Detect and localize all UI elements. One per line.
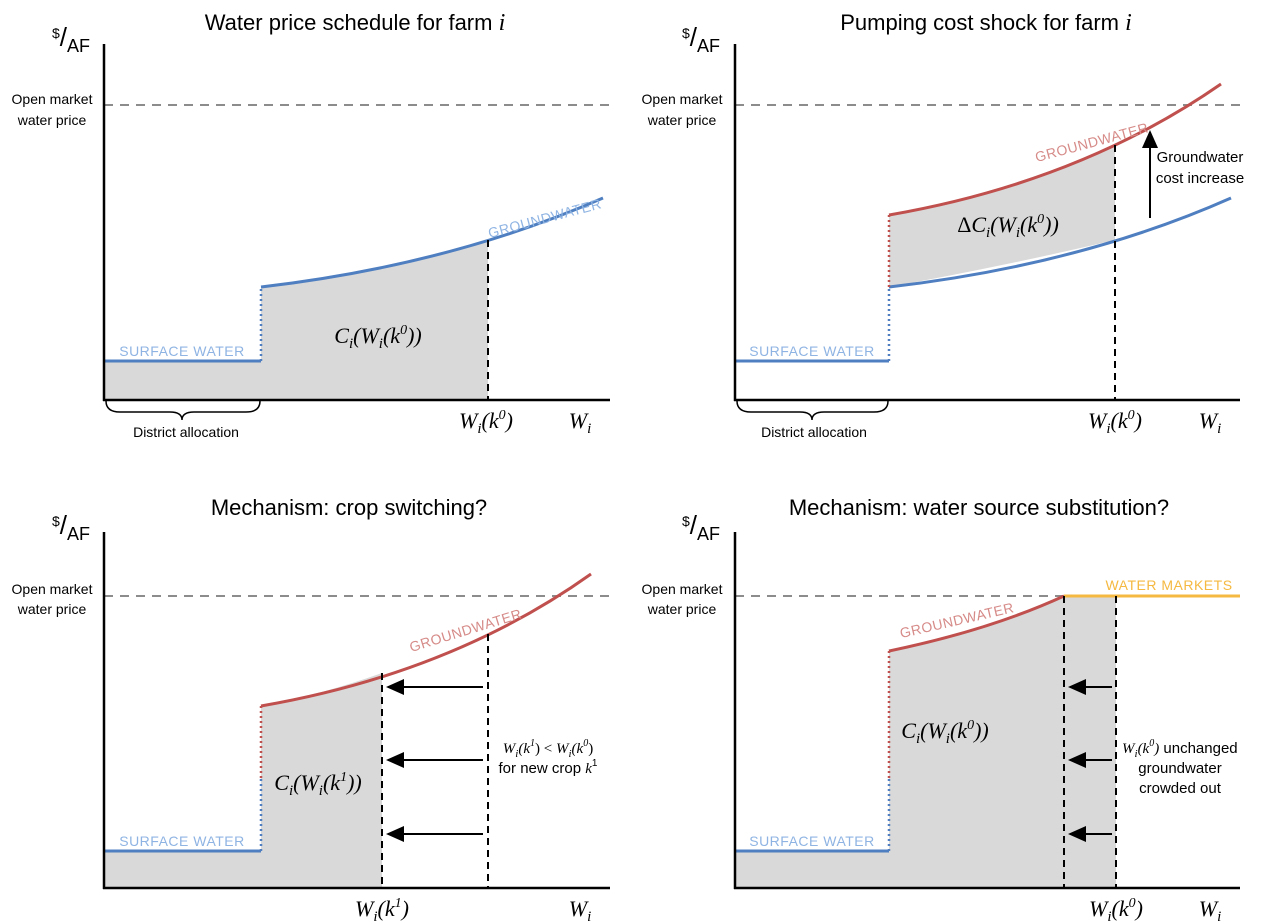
surface-water-label: SURFACE WATER: [119, 833, 245, 849]
groundwater-curve: [888, 594, 1065, 653]
district-allocation-label: District allocation: [761, 424, 867, 440]
groundwater-curve: [260, 196, 604, 289]
district-allocation-brace: [105, 400, 261, 421]
open-market-label-line-2: water price: [17, 112, 87, 128]
open-market-label-line-2: water price: [647, 601, 717, 617]
district-allocation-label: District allocation: [133, 424, 239, 440]
surface-water-label: SURFACE WATER: [749, 343, 875, 359]
y-axis-unit: $/AF: [682, 510, 720, 544]
annotation-line-2: groundwater: [1138, 760, 1221, 777]
y-axis-unit: $/AF: [52, 510, 90, 544]
x-axis-label: Wi: [569, 896, 592, 924]
x-axis-label: Wi: [569, 408, 592, 437]
district-allocation-brace: [736, 400, 889, 421]
old-groundwater-curve: [888, 196, 1232, 289]
y-axis-unit: $/AF: [52, 22, 90, 56]
annotation-new-crop: for new crop k1: [499, 758, 598, 777]
quantity-marker-label: Wi(k1): [355, 896, 409, 924]
panel-4-title: Mechanism: water source substitution?: [789, 495, 1169, 520]
cost-area-label: Ci(Wi(k0)): [334, 323, 421, 352]
surface-water-label: SURFACE WATER: [119, 343, 245, 359]
quantity-marker-label: Wi(k0): [1089, 896, 1143, 924]
water-markets-label: WATER MARKETS: [1105, 577, 1232, 593]
panel-water-source-substitution: Mechanism: water source substitution? $/…: [642, 495, 1240, 924]
annotation-line-3: crowded out: [1139, 780, 1222, 797]
x-axis-label: Wi: [1199, 408, 1222, 437]
open-market-label-line-1: Open market: [12, 91, 93, 107]
cost-increase-area-label: ΔCi(Wi(k0)): [957, 212, 1059, 241]
cost-area: [104, 673, 382, 888]
cost-area-label: Ci(Wi(k0)): [901, 718, 988, 747]
open-market-label-line-1: Open market: [642, 581, 723, 597]
annotation-line-2: cost increase: [1156, 170, 1244, 187]
panel-pumping-cost-shock: Pumping cost shock for farm i $/AF Open …: [642, 10, 1245, 440]
open-market-label-line-2: water price: [17, 601, 87, 617]
new-groundwater-curve: [888, 82, 1222, 217]
groundwater-label: GROUNDWATER: [486, 195, 603, 241]
x-axis-label: Wi: [1199, 896, 1222, 924]
open-market-label-line-2: water price: [647, 112, 717, 128]
panel-crop-switching: Mechanism: crop switching? $/AF Open mar…: [12, 495, 610, 924]
quantity-marker-label: Wi(k0): [1088, 408, 1142, 437]
groundwater-curve: [260, 572, 592, 708]
open-market-label-line-1: Open market: [642, 91, 723, 107]
annotation-inequality: Wi(k1) < Wi(k0): [503, 738, 593, 760]
annotation-line-1: Wi(k0) unchanged: [1122, 738, 1238, 760]
cost-area: [735, 596, 1116, 888]
y-axis-unit: $/AF: [682, 22, 720, 56]
cost-increase-area: [889, 145, 1115, 287]
panel-3-title: Mechanism: crop switching?: [211, 495, 487, 520]
panel-2-title: Pumping cost shock for farm i: [840, 10, 1132, 36]
panel-1-title: Water price schedule for farm i: [205, 10, 506, 36]
open-market-label-line-1: Open market: [12, 581, 93, 597]
panel-water-price-schedule: Water price schedule for farm i $/AF Ope…: [12, 10, 610, 440]
quantity-marker-label: Wi(k0): [459, 408, 513, 437]
groundwater-label: GROUNDWATER: [407, 606, 523, 655]
cost-area: [104, 240, 488, 400]
cost-area-label: Ci(Wi(k1)): [274, 770, 361, 799]
surface-water-label: SURFACE WATER: [749, 833, 875, 849]
annotation-line-1: Groundwater: [1157, 149, 1244, 166]
